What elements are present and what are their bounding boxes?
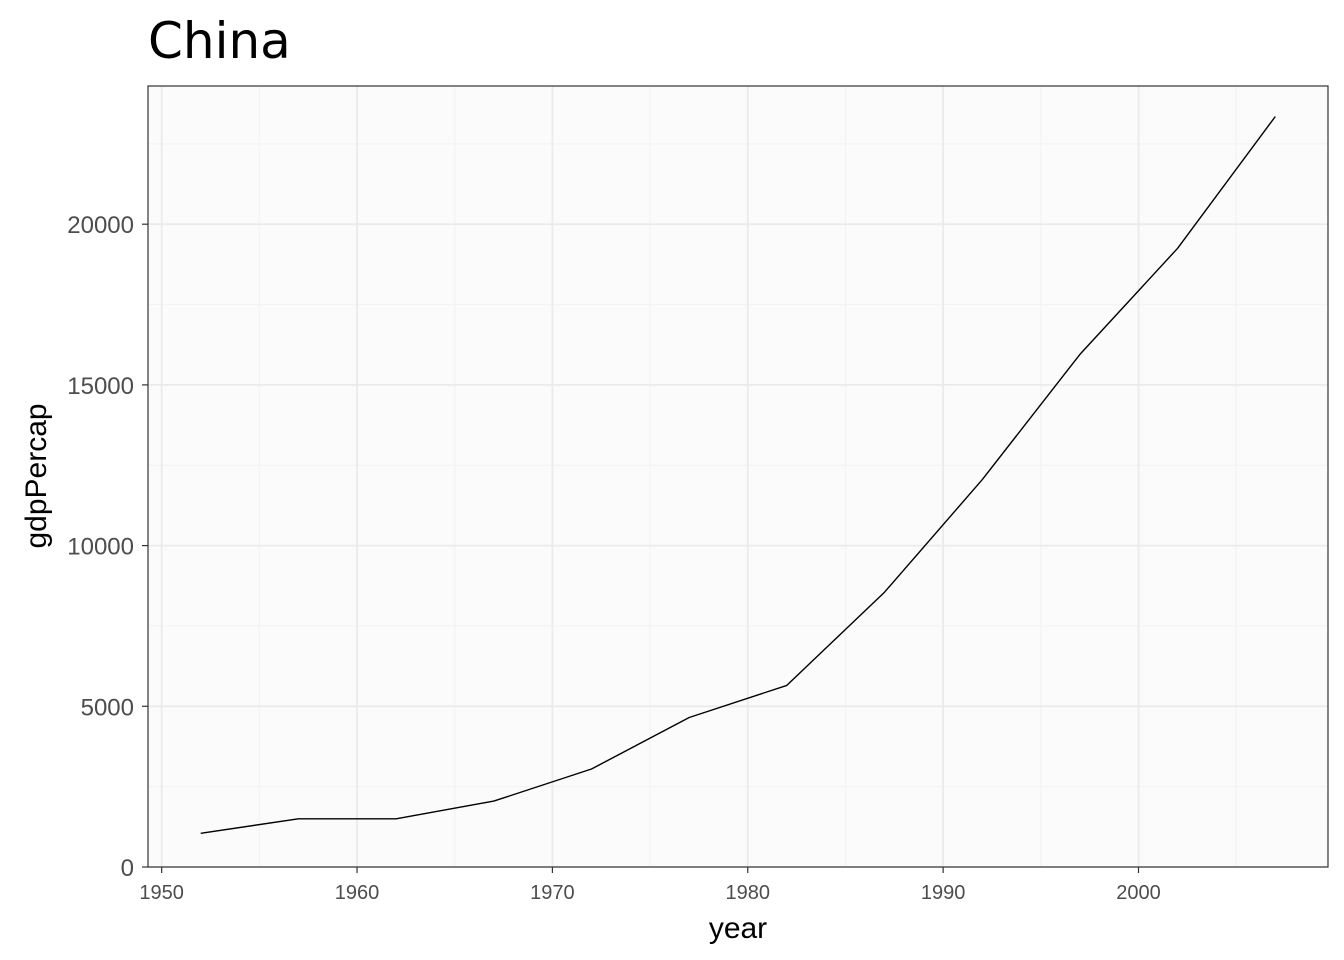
y-axis-title: gdpPercap — [20, 403, 53, 548]
y-tick-label: 5000 — [81, 694, 134, 721]
x-tick-label: 1960 — [335, 882, 380, 904]
x-tick-label: 1980 — [726, 882, 771, 904]
y-tick-label: 15000 — [67, 373, 134, 400]
x-tick-label: 1950 — [139, 882, 184, 904]
y-tick-label: 10000 — [67, 534, 134, 561]
x-tick-label: 2000 — [1116, 882, 1161, 904]
x-tick-label: 1990 — [921, 882, 966, 904]
plot-area: 1950 1960 1970 1980 1990 20000500010000150002… — [67, 85, 1329, 904]
chart-title: China — [148, 12, 291, 70]
panel-border — [147, 85, 1329, 868]
series-line — [200, 116, 1276, 834]
y-tick-label: 20000 — [67, 212, 134, 239]
y-tick-label: 0 — [121, 855, 134, 882]
x-tick-label: 1970 — [530, 882, 575, 904]
x-axis-title: year — [709, 912, 767, 945]
panel-background — [148, 86, 1328, 867]
